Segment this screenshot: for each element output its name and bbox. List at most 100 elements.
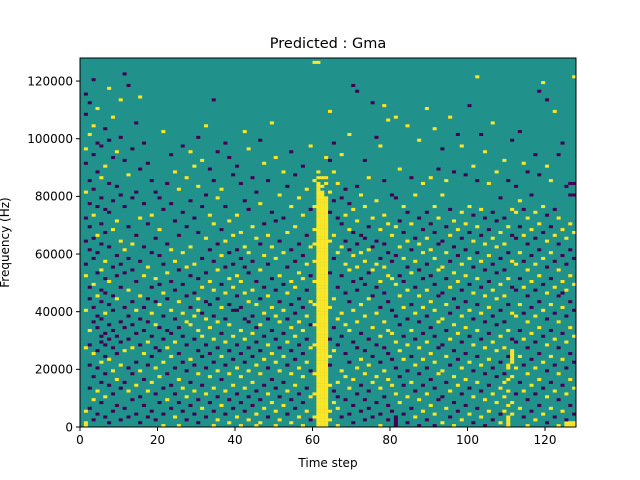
heatmap-cell [452, 349, 457, 353]
heatmap-cell [328, 190, 333, 194]
heatmap-cell [374, 401, 379, 405]
heatmap-cell [285, 363, 290, 367]
heatmap-cell [459, 210, 464, 214]
heatmap-cell [359, 251, 364, 255]
heatmap-cell [114, 334, 119, 338]
heatmap-cell [320, 184, 325, 188]
heatmap-cell [413, 311, 418, 315]
heatmap-cell [421, 331, 426, 335]
heatmap-cell [126, 173, 131, 177]
heatmap-cell [529, 228, 534, 232]
heatmap-cell [324, 326, 329, 330]
heatmap-cell [572, 424, 577, 428]
heatmap-cell [514, 236, 519, 240]
heatmap-cell [324, 337, 329, 341]
heatmap-cell [533, 366, 538, 370]
heatmap-cell [157, 303, 162, 307]
heatmap-cell [490, 314, 495, 318]
heatmap-cell [432, 308, 437, 312]
heatmap-cell [331, 170, 336, 174]
heatmap-cell [95, 412, 100, 416]
heatmap-cell [153, 418, 158, 422]
plot-area [79, 57, 577, 428]
heatmap-cell [281, 170, 286, 174]
heatmap-cell [91, 418, 96, 422]
heatmap-cell [254, 279, 259, 284]
heatmap-cell [502, 372, 507, 376]
heatmap-cell [188, 305, 193, 309]
heatmap-cell [413, 415, 418, 419]
heatmap-cell [316, 245, 321, 249]
heatmap-cell [196, 328, 201, 333]
heatmap-cell [320, 282, 325, 286]
heatmap-cell [324, 202, 329, 206]
heatmap-cell [316, 352, 321, 356]
heatmap-cell [312, 205, 317, 209]
heatmap-cell [207, 375, 212, 379]
heatmap-cell [285, 412, 290, 416]
heatmap-cell [564, 421, 569, 425]
heatmap-cell [467, 230, 472, 234]
heatmap-cell [382, 395, 387, 399]
heatmap-cell [99, 401, 104, 405]
heatmap-cell [320, 176, 325, 180]
heatmap-cell [506, 251, 511, 255]
heatmap-cell [316, 236, 321, 240]
heatmap-cell [320, 395, 325, 399]
heatmap-cell [235, 274, 240, 278]
heatmap-cell [324, 285, 329, 289]
heatmap-cell [428, 326, 433, 330]
heatmap-cell [502, 395, 507, 399]
heatmap-cell [180, 282, 185, 286]
heatmap-cell [366, 225, 371, 229]
heatmap-cell [312, 323, 317, 327]
heatmap-cell [161, 207, 166, 211]
heatmap-cell [103, 259, 108, 263]
heatmap-cell [459, 418, 464, 422]
heatmap-cell [173, 170, 178, 174]
heatmap-cell [355, 265, 360, 269]
heatmap-cell [324, 207, 329, 211]
heatmap-cell [328, 383, 333, 387]
heatmap-cell [196, 349, 201, 353]
heatmap-cell [316, 279, 321, 284]
heatmap-cell [498, 282, 503, 286]
heatmap-cell [180, 144, 185, 148]
heatmap-cell [320, 210, 325, 214]
heatmap-cell [227, 277, 232, 281]
heatmap-cell [386, 274, 391, 278]
x-axis: 0 20 40 60 80 100 120 [76, 427, 556, 447]
heatmap-cell [316, 219, 321, 223]
heatmap-cell [502, 242, 507, 246]
heatmap-cell [428, 300, 433, 304]
heatmap-cell [320, 418, 325, 422]
heatmap-cell [320, 230, 325, 234]
heatmap-cell [204, 415, 209, 419]
heatmap-cell [184, 225, 189, 229]
heatmap-cell [514, 262, 519, 266]
heatmap-cell [304, 262, 309, 266]
heatmap-cell [316, 308, 321, 312]
heatmap-cell [382, 291, 387, 295]
heatmap-cell [324, 395, 329, 399]
heatmap-cell [316, 190, 321, 194]
heatmap-cell [374, 375, 379, 379]
heatmap-cell [541, 205, 546, 209]
heatmap-cell [351, 279, 356, 284]
heatmap-cell [564, 340, 569, 344]
heatmap-cell [320, 248, 325, 252]
heatmap-cell [479, 233, 484, 237]
heatmap-cell [223, 291, 228, 295]
heatmap-cell [320, 311, 325, 315]
heatmap-cell [316, 406, 321, 410]
heatmap-cell [370, 326, 375, 330]
heatmap-cell [374, 262, 379, 266]
heatmap-cell [246, 207, 251, 211]
heatmap-cell [134, 190, 139, 194]
heatmap-cell [273, 314, 278, 318]
heatmap-cell [316, 248, 321, 252]
heatmap-cell [525, 294, 530, 298]
heatmap-cell [405, 288, 410, 292]
heatmap-cell [324, 421, 329, 425]
heatmap-cell [176, 187, 181, 191]
